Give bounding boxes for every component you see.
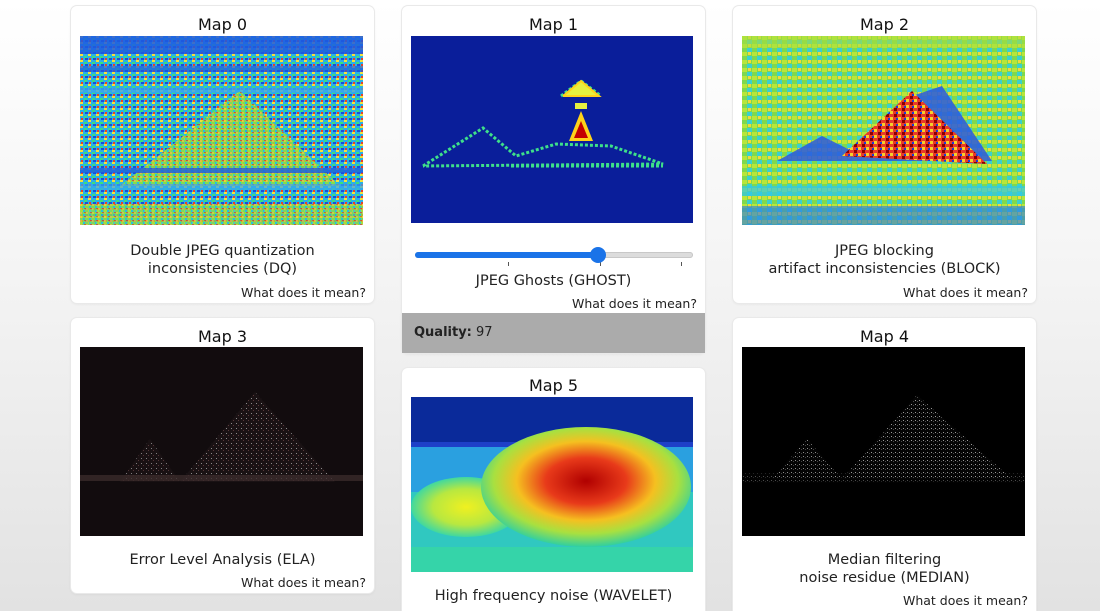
what-does-it-mean-link[interactable]: What does it mean? <box>240 575 366 590</box>
map-title: Map 2 <box>859 15 910 34</box>
map-description: JPEG Ghosts (GHOST) <box>402 272 705 290</box>
description-line-1: Double JPEG quantization <box>130 243 315 259</box>
map-description: Double JPEG quantization inconsistencies… <box>71 242 374 278</box>
map-title: Map 0 <box>197 15 248 34</box>
description-line-2: artifact inconsistencies (BLOCK) <box>768 261 1001 277</box>
map-card-3: Map 3 Error Level Analysis (ELA) What do… <box>71 318 374 593</box>
map-card-1: Map 1 JPEG Ghosts (GHOST) What does it m… <box>402 6 705 353</box>
wavelet-heatmap-image[interactable] <box>411 397 693 572</box>
map-card-4: Map 4 Median filtering noise residue (ME… <box>733 318 1036 611</box>
description-line-1: JPEG Ghosts (GHOST) <box>475 273 632 289</box>
quality-label: Quality: <box>414 325 472 340</box>
map-description: JPEG blocking artifact inconsistencies (… <box>733 242 1036 278</box>
description-line-1: High frequency noise (WAVELET) <box>434 588 673 604</box>
map-title: Map 5 <box>528 376 579 395</box>
description-line-1: JPEG blocking <box>835 243 934 259</box>
map-title: Map 4 <box>859 327 910 346</box>
description-line-1: Median filtering <box>827 552 942 568</box>
heatmap-dq-graphic <box>80 36 363 225</box>
map-card-2: Map 2 <box>733 6 1036 303</box>
ghost-heatmap-image[interactable] <box>411 36 693 223</box>
heatmap-block-graphic <box>742 36 1025 225</box>
map-card-0: Map 0 <box>71 6 374 303</box>
quality-readout: Quality: 97 <box>402 313 705 353</box>
ela-graphic <box>80 347 363 536</box>
slider-tick <box>508 262 509 266</box>
dq-heatmap-image[interactable] <box>80 36 363 225</box>
what-does-it-mean-link[interactable]: What does it mean? <box>571 296 697 311</box>
map-title: Map 1 <box>528 15 579 34</box>
description-line-2: inconsistencies (DQ) <box>147 261 298 277</box>
median-image[interactable] <box>742 347 1025 536</box>
slider-tick <box>600 262 601 266</box>
quality-value: 97 <box>476 325 493 340</box>
map-description: High frequency noise (WAVELET) <box>402 587 705 605</box>
slider-tick <box>681 262 682 266</box>
what-does-it-mean-link[interactable]: What does it mean? <box>902 285 1028 300</box>
description-line-1: Error Level Analysis (ELA) <box>129 552 316 568</box>
slider-fill <box>415 252 598 258</box>
ela-image[interactable] <box>80 347 363 536</box>
heatmap-ghost-graphic <box>411 36 693 223</box>
quality-slider[interactable] <box>415 247 693 266</box>
slider-thumb[interactable] <box>590 247 606 263</box>
map-title: Map 3 <box>197 327 248 346</box>
heatmap-wavelet-graphic <box>411 397 693 572</box>
map-description: Median filtering noise residue (MEDIAN) <box>733 551 1036 587</box>
what-does-it-mean-link[interactable]: What does it mean? <box>240 285 366 300</box>
what-does-it-mean-link[interactable]: What does it mean? <box>902 593 1028 608</box>
description-line-2: noise residue (MEDIAN) <box>799 570 970 586</box>
map-description: Error Level Analysis (ELA) <box>71 551 374 569</box>
block-heatmap-image[interactable] <box>742 36 1025 225</box>
map-card-5: Map 5 <box>402 368 705 611</box>
median-graphic <box>742 347 1025 536</box>
